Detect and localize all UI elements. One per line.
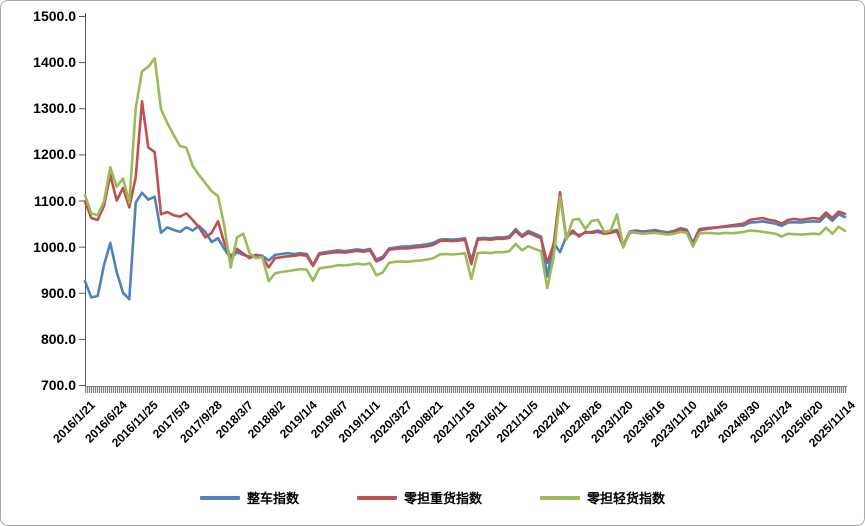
legend-line-swatch [540, 495, 580, 500]
legend-label: 零担轻货指数 [587, 491, 666, 506]
y-axis-tick-label: 800.0 [40, 330, 76, 347]
y-axis-tick-label: 700.0 [40, 377, 76, 393]
legend-item: 整车指数 [199, 488, 299, 507]
legend-item: 零担重货指数 [356, 488, 482, 507]
y-axis-tick-label: 900.0 [40, 284, 76, 301]
y-axis-tick-label: 1500.0 [33, 8, 76, 24]
y-axis-tick-label: 1100.0 [33, 192, 76, 209]
x-axis-tick-strip [85, 385, 847, 393]
legend-label: 整车指数 [246, 491, 299, 506]
y-axis-tick-label: 1000.0 [33, 238, 76, 255]
y-axis-tick-label: 1200.0 [33, 146, 76, 163]
series-line-3 [83, 57, 847, 290]
legend-line-swatch [199, 495, 240, 500]
legend-line-swatch [356, 495, 397, 500]
legend: 整车指数 零担重货指数 零担轻货指数 [1, 488, 864, 507]
series-line-2 [83, 100, 847, 269]
series-line-1 [83, 191, 847, 301]
legend-item: 零担轻货指数 [540, 488, 665, 507]
y-axis-tick-label: 1400.0 [33, 54, 76, 71]
y-axis-tick-label: 1300.0 [33, 100, 76, 117]
legend-label: 零担重货指数 [403, 491, 482, 506]
